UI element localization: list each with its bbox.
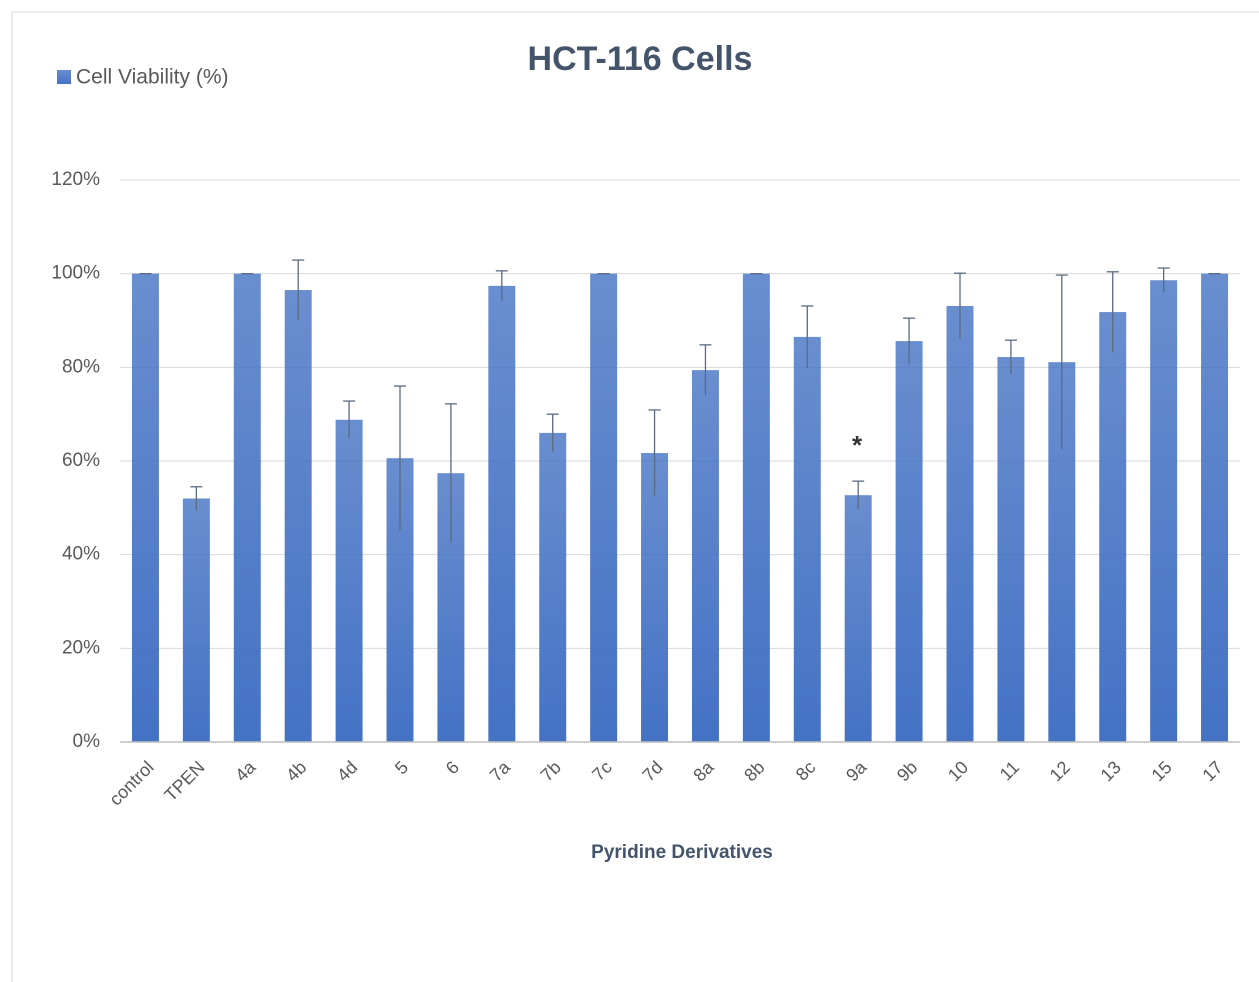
bar — [1150, 280, 1178, 742]
bar — [335, 419, 363, 742]
error-bar — [394, 385, 406, 531]
x-tick-label: 17 — [1198, 757, 1226, 785]
y-tick-label: 100% — [51, 263, 100, 284]
bar — [131, 273, 159, 742]
x-tick-label: 9a — [842, 756, 871, 785]
bar — [1099, 312, 1127, 742]
bar — [590, 273, 618, 742]
y-tick-label: 20% — [62, 637, 100, 658]
bar — [691, 370, 719, 742]
x-tick-label: 12 — [1046, 757, 1074, 785]
x-tick-label: 13 — [1097, 757, 1125, 785]
y-tick-label: 120% — [51, 169, 100, 190]
chart-title: HCT-116 Cells — [528, 40, 753, 78]
x-tick-label: 5 — [391, 757, 412, 778]
x-tick-label: 4b — [282, 757, 310, 785]
x-tick-label: 8b — [740, 757, 768, 785]
x-tick-label: 4d — [333, 757, 361, 785]
y-tick-label: 60% — [62, 450, 100, 471]
legend-swatch — [57, 70, 71, 84]
bar — [997, 357, 1025, 742]
error-bar — [852, 480, 865, 510]
error-bar — [546, 413, 559, 452]
bar — [284, 290, 312, 742]
error-bar — [343, 400, 356, 439]
bar — [182, 498, 210, 742]
bar — [946, 305, 974, 742]
bar — [844, 495, 872, 742]
bar — [895, 341, 923, 742]
error-bar — [1106, 271, 1119, 353]
x-tick-label: 15 — [1148, 757, 1176, 785]
y-tick-label: 0% — [73, 731, 101, 752]
bar — [539, 432, 567, 742]
x-tick-label: control — [105, 757, 157, 809]
x-tick-label: 8a — [689, 756, 718, 785]
bar — [742, 273, 770, 742]
bar — [233, 273, 261, 742]
error-bar — [495, 270, 508, 301]
error-bar — [801, 305, 814, 368]
x-tick-label: 7c — [588, 757, 616, 785]
error-bar — [190, 486, 203, 511]
error-bar — [1157, 267, 1170, 293]
x-tick-label: 7d — [638, 757, 666, 785]
x-tick-label: 11 — [996, 757, 1023, 784]
bar — [641, 453, 669, 742]
x-tick-label: 6 — [442, 757, 463, 778]
x-axis-title: Pyridine Derivatives — [591, 842, 773, 863]
x-tick-label: 9b — [893, 757, 921, 785]
x-tick-label: TPEN — [160, 757, 208, 805]
annotation: * — [852, 430, 863, 460]
x-tick-label: 8c — [792, 757, 820, 785]
y-tick-label: 40% — [62, 544, 100, 565]
error-bar — [1004, 339, 1017, 374]
legend-label: Cell Viability (%) — [76, 66, 229, 89]
x-tick-label: 7b — [537, 757, 565, 785]
x-tick-label: 7a — [486, 756, 515, 785]
error-bar — [444, 403, 457, 543]
error-bar — [292, 259, 305, 321]
y-tick-label: 80% — [62, 356, 100, 377]
bar — [1201, 273, 1229, 742]
x-tick-label: 4a — [231, 756, 260, 785]
error-bar — [1055, 274, 1068, 450]
error-bar — [699, 344, 712, 396]
bar — [488, 285, 516, 742]
bar — [793, 336, 821, 742]
x-tick-label: 10 — [944, 757, 972, 785]
error-bar — [954, 272, 966, 339]
error-bar — [903, 317, 916, 365]
error-bar — [648, 409, 661, 497]
